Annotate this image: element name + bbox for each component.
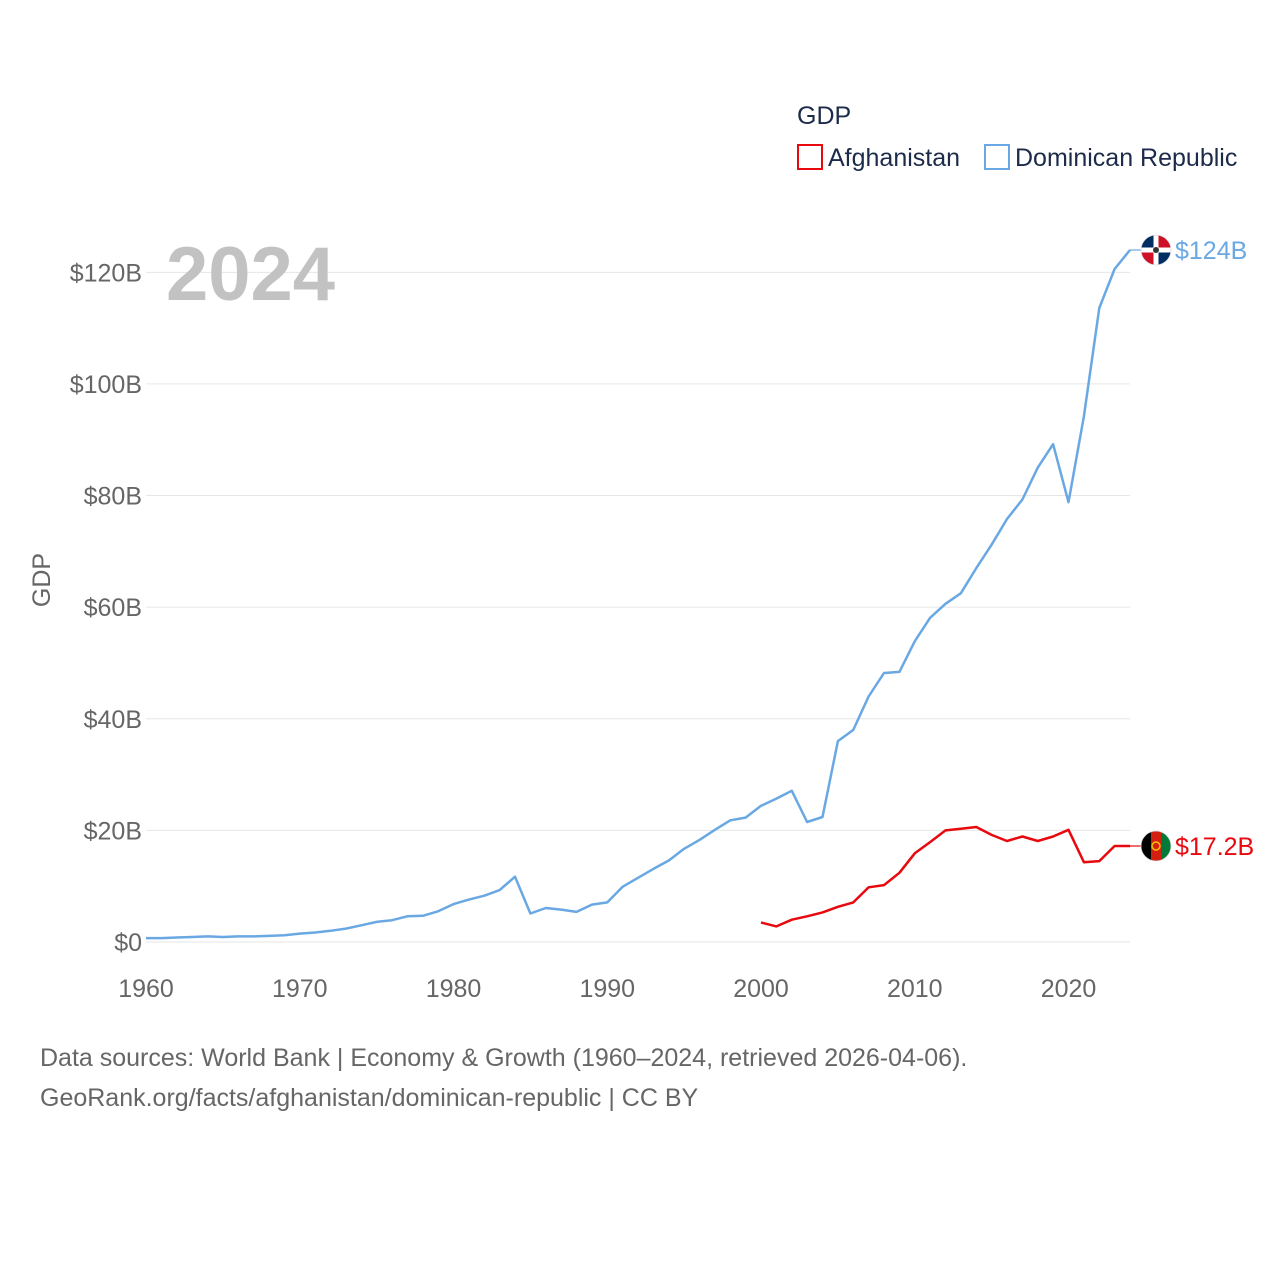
legend-label-afghanistan[interactable]: Afghanistan xyxy=(828,144,960,172)
y-tick-label: $120B xyxy=(70,259,142,287)
y-tick-label: $60B xyxy=(84,594,142,622)
x-tick-label: 2020 xyxy=(1041,975,1097,1003)
y-tick-label: $100B xyxy=(70,371,142,399)
y-tick-label: $20B xyxy=(84,817,142,845)
source-line-1: Data sources: World Bank | Economy & Gro… xyxy=(40,1044,968,1072)
series-line-afghanistan[interactable] xyxy=(760,825,1130,928)
afghanistan-flag-icon xyxy=(1140,830,1172,862)
end-label-afghanistan: $17.2B xyxy=(1175,833,1254,861)
y-axis-label: GDP xyxy=(28,553,56,607)
gridlines xyxy=(146,271,1130,943)
series-lines xyxy=(146,249,1131,940)
x-tick-label: 1990 xyxy=(579,975,635,1003)
series-line-dominican-republic[interactable] xyxy=(146,249,1131,940)
series-end-labels: $17.2B $124B xyxy=(1130,234,1254,862)
y-tick-label: $40B xyxy=(84,706,142,734)
end-label-dominican-republic: $124B xyxy=(1175,237,1247,265)
legend-swatch-dominican-republic[interactable] xyxy=(984,144,1010,170)
legend-label-dominican-republic[interactable]: Dominican Republic xyxy=(1015,144,1237,172)
y-tick-label: $80B xyxy=(84,483,142,511)
year-label: 2024 xyxy=(166,232,335,317)
x-tick-label: 1970 xyxy=(272,975,328,1003)
dominican-republic-flag-icon xyxy=(1140,234,1172,266)
y-tick-label: $0 xyxy=(114,929,142,957)
x-tick-label: 2010 xyxy=(887,975,943,1003)
x-tick-label: 2000 xyxy=(733,975,789,1003)
x-axis-ticks: 1960 1970 1980 1990 2000 2010 2020 xyxy=(118,975,1096,1003)
legend: GDP Afghanistan Dominican Republic xyxy=(797,102,1237,172)
source-line-2[interactable]: GeoRank.org/facts/afghanistan/dominican-… xyxy=(40,1084,699,1112)
x-tick-label: 1960 xyxy=(118,975,174,1003)
legend-swatch-afghanistan[interactable] xyxy=(797,144,823,170)
y-axis-ticks: $0 $20B $40B $60B $80B $100B $120B xyxy=(70,259,142,957)
legend-title: GDP xyxy=(797,102,851,130)
x-tick-label: 1980 xyxy=(426,975,482,1003)
